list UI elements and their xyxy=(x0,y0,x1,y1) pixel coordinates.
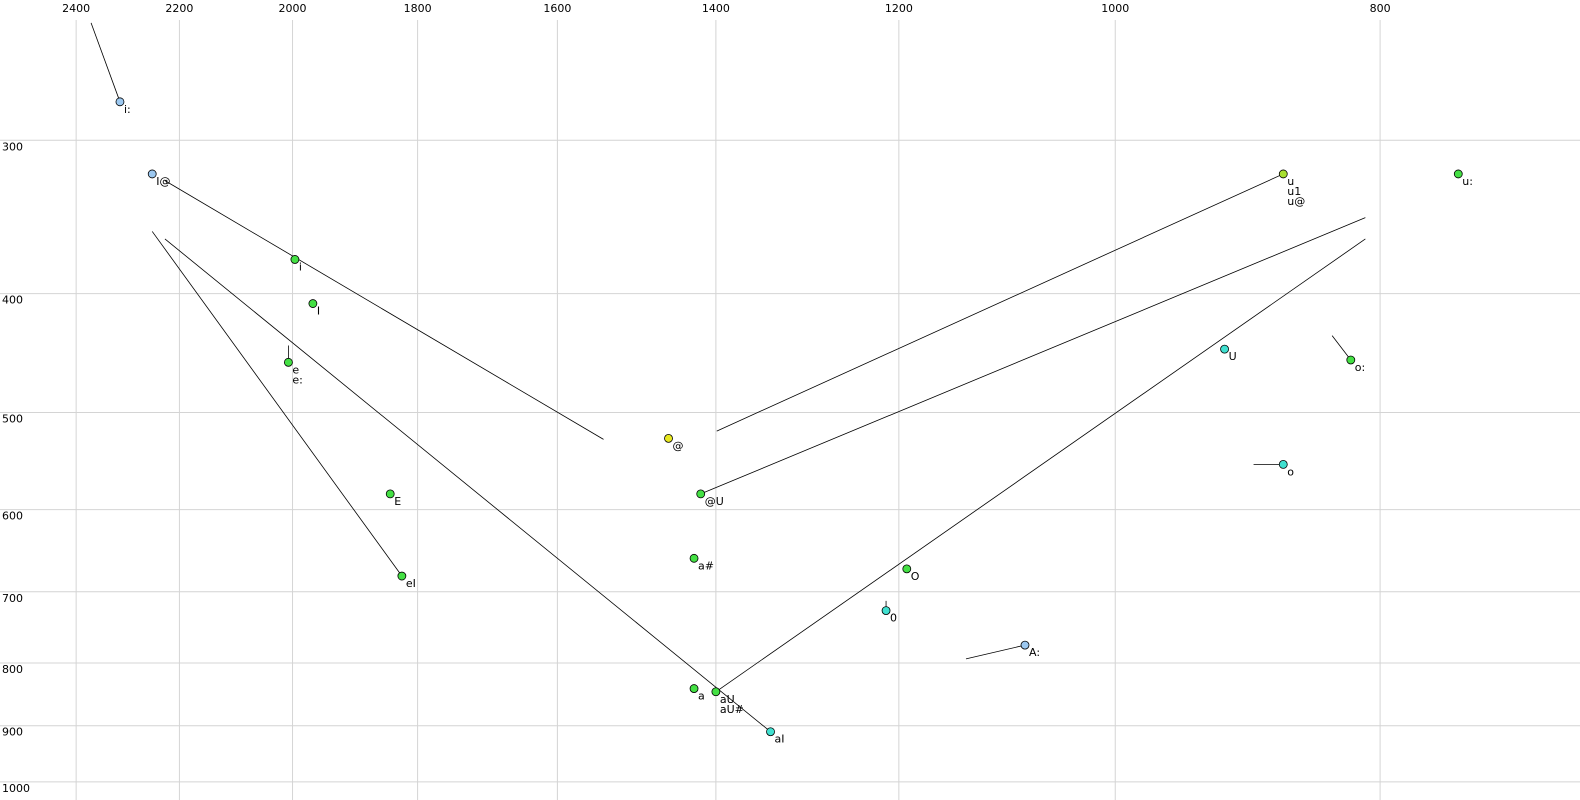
point-label: E xyxy=(394,495,401,508)
x-tick-label: 1400 xyxy=(702,2,730,15)
point xyxy=(902,564,912,574)
point xyxy=(1346,355,1356,365)
point-label: u xyxy=(1287,175,1294,188)
point-label: I@ xyxy=(156,175,170,188)
point-label: o: xyxy=(1355,361,1365,374)
x-tick-label: 1600 xyxy=(543,2,571,15)
point-label: i: xyxy=(124,103,131,116)
point xyxy=(1453,169,1463,179)
point-label: 0 xyxy=(890,612,897,625)
point xyxy=(147,169,157,179)
y-tick-label: 1000 xyxy=(2,782,30,795)
point-label: e xyxy=(292,363,299,376)
trajectory xyxy=(90,22,121,102)
trajectory xyxy=(1331,335,1352,361)
y-tick-label: 900 xyxy=(2,726,23,739)
point xyxy=(290,255,300,264)
point xyxy=(696,489,706,499)
trajectory xyxy=(151,231,403,577)
y-tick-label: 600 xyxy=(2,510,23,523)
point-label: e: xyxy=(292,373,302,386)
point-label: u@ xyxy=(1287,195,1305,208)
trajectory xyxy=(700,217,1366,495)
point-label: u: xyxy=(1462,175,1473,188)
point xyxy=(664,433,673,443)
point xyxy=(881,606,891,615)
point xyxy=(1278,169,1288,179)
x-tick-label: 1200 xyxy=(885,2,913,15)
point-label: I xyxy=(317,305,320,318)
point-label: U xyxy=(1229,350,1237,363)
point xyxy=(115,97,125,107)
point-label: @U xyxy=(705,495,724,508)
y-tick-label: 500 xyxy=(2,412,23,425)
point-label: O xyxy=(911,570,920,583)
point-label: a xyxy=(698,690,705,703)
point-label: i xyxy=(299,260,302,273)
point xyxy=(385,489,395,499)
x-tick-label: 800 xyxy=(1370,2,1391,15)
x-tick-label: 1800 xyxy=(404,2,432,15)
point-label: aU# xyxy=(720,703,744,716)
y-tick-label: 700 xyxy=(2,592,23,605)
point xyxy=(711,687,721,697)
y-tick-label: 800 xyxy=(2,663,23,676)
point xyxy=(689,553,699,563)
point xyxy=(1220,344,1229,354)
x-tick-label: 1000 xyxy=(1101,2,1129,15)
point xyxy=(766,727,775,737)
trajectory xyxy=(716,173,1284,432)
tick-labels: 2400 2200 2000 1800 1600 1400 1200 1000 800 300 40… xyxy=(2,2,1391,795)
point xyxy=(1278,460,1288,469)
point-label: u1 xyxy=(1287,185,1301,198)
x-tick-label: 2000 xyxy=(279,2,307,15)
point-label: a# xyxy=(698,559,714,572)
trajectory xyxy=(965,644,1026,660)
point-label: A: xyxy=(1029,646,1040,659)
y-tick-label: 400 xyxy=(2,294,23,307)
trajectory xyxy=(164,180,604,440)
point-label: aU xyxy=(720,693,735,706)
x-tick-label: 2200 xyxy=(165,2,193,15)
trajectory xyxy=(715,238,1366,693)
point xyxy=(308,299,318,308)
point xyxy=(397,571,407,581)
point-label: eI xyxy=(406,577,416,590)
trajectory xyxy=(164,238,771,733)
point-label: aI xyxy=(775,733,785,746)
point-label: @ xyxy=(673,439,684,452)
point xyxy=(283,357,293,367)
x-tick-label: 2400 xyxy=(62,2,90,15)
point xyxy=(1020,640,1030,650)
grid xyxy=(0,20,1580,800)
point-label: o xyxy=(1287,465,1294,478)
trajectories xyxy=(90,22,1366,733)
y-tick-label: 300 xyxy=(2,140,23,153)
point xyxy=(689,684,699,693)
